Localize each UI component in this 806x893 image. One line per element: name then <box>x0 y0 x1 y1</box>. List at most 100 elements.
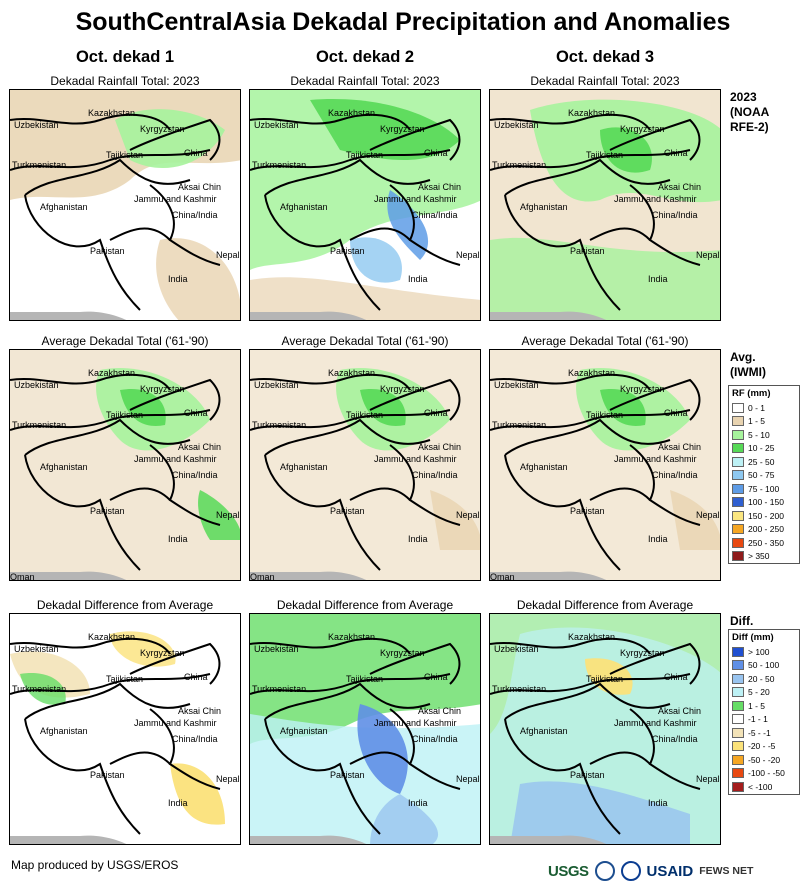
sea-area <box>490 311 607 320</box>
country-border <box>609 118 701 161</box>
sea-area <box>10 311 127 320</box>
country-border <box>250 113 411 131</box>
legend-entry: 1 - 5 <box>729 699 799 713</box>
precip-field <box>310 99 460 160</box>
map-label-china-india: China/India <box>652 470 698 480</box>
map-label-pakistan: Pakistan <box>330 246 365 256</box>
usaid-logo: USAID <box>646 862 694 880</box>
map-credit: Map produced by USGS/EROS <box>11 858 179 872</box>
map-label-nepal: Nepal <box>696 774 720 784</box>
legend-swatch <box>732 402 744 413</box>
map-label-india: India <box>648 274 668 284</box>
country-border <box>24 682 191 720</box>
map-label-china: China <box>664 408 688 418</box>
side-title-difference-line-1: Diff. <box>730 614 754 628</box>
legend-swatch <box>732 443 744 454</box>
precip-field <box>198 490 240 540</box>
legend-entry: -20 - -5 <box>729 740 799 754</box>
legend-entry: 5 - 20 <box>729 686 799 700</box>
legend-label: 5 - 10 <box>748 429 770 440</box>
map-label-uzbekistan: Uzbekistan <box>14 644 59 654</box>
country-border <box>250 149 451 171</box>
country-border <box>24 194 141 311</box>
map-svg <box>250 90 480 320</box>
map-label-pakistan: Pakistan <box>90 770 125 780</box>
country-border <box>490 113 651 131</box>
legend-entry: 250 - 350 <box>729 536 799 550</box>
legend-entry: 150 - 200 <box>729 509 799 523</box>
legend-label: < -100 <box>748 781 773 792</box>
country-border <box>504 158 671 196</box>
legend-entry: -50 - -20 <box>729 753 799 767</box>
precip-field <box>370 794 439 844</box>
country-border <box>10 113 171 131</box>
map-label-india: India <box>408 274 428 284</box>
side-title-average-line-2: (IWMI) <box>730 365 766 379</box>
map-label-china-india: China/India <box>412 734 458 744</box>
map-label-jammu-kashmir: Jammu and Kashmir <box>614 718 697 728</box>
country-border <box>349 751 411 765</box>
legend-label: 25 - 50 <box>748 456 775 467</box>
map-label-tajikistan: Tajikistan <box>586 150 624 160</box>
map-label-uzbekistan: Uzbekistan <box>494 120 539 130</box>
map-label-turkmenistan: Turkmenistan <box>492 684 547 694</box>
legend-entry: 25 - 50 <box>729 455 799 469</box>
country-border <box>264 718 381 835</box>
map-label-uzbekistan: Uzbekistan <box>494 644 539 654</box>
map-svg <box>250 614 480 844</box>
country-border <box>369 642 461 685</box>
legend-label: -50 - -20 <box>748 754 781 765</box>
map-label-kyrgyzstan: Kyrgyzstan <box>380 384 425 394</box>
legend-entry: 75 - 100 <box>729 482 799 496</box>
legend-swatch <box>732 741 744 752</box>
country-border <box>264 418 431 456</box>
precip-field <box>170 763 225 825</box>
precip-field <box>600 389 646 426</box>
map-label-aksai-chin: Aksai Chin <box>658 182 702 192</box>
map-label-jammu-kashmir: Jammu and Kashmir <box>374 194 457 204</box>
country-border <box>349 227 411 241</box>
legend-label: -20 - -5 <box>748 741 776 752</box>
nasa-logo-icon <box>620 861 641 881</box>
legend-entry: > 350 <box>729 550 799 564</box>
country-border <box>490 149 691 171</box>
country-border <box>250 373 411 391</box>
map-label-china-india: China/India <box>652 210 698 220</box>
side-title-average-line-1: Avg. <box>730 350 756 364</box>
map-label-tajikistan: Tajikistan <box>106 674 144 684</box>
country-border <box>369 118 461 161</box>
map-label-kyrgyzstan: Kyrgyzstan <box>380 124 425 134</box>
sea-area <box>250 311 367 320</box>
legend-swatch <box>732 551 744 562</box>
map-panel-average-dekad-1: Kazakhstan Uzbekistan Kyrgyzstan Turkmenist… <box>9 349 241 581</box>
map-label-tajikistan: Tajikistan <box>346 410 384 420</box>
country-border <box>504 718 621 835</box>
diff-legend-title: Diff (mm) <box>732 632 774 643</box>
legend-label: 1 - 5 <box>748 700 766 711</box>
map-label-pakistan: Pakistan <box>570 246 605 256</box>
map-label-india: India <box>168 798 188 808</box>
legend-entry: -100 - -50 <box>729 767 799 781</box>
map-label-aksai-chin: Aksai Chin <box>418 182 462 192</box>
legend-swatch <box>732 714 744 725</box>
country-border <box>609 642 701 685</box>
map-label-kazakhstan: Kazakhstan <box>568 108 616 118</box>
map-label-pakistan: Pakistan <box>570 506 605 516</box>
column-header-dekad-2: Oct. dekad 2 <box>315 48 415 66</box>
page-title: SouthCentralAsia Dekadal Precipitation a… <box>75 8 731 36</box>
noaa-logo-icon <box>594 861 615 881</box>
map-label-jammu-kashmir: Jammu and Kashmir <box>614 454 697 464</box>
map-svg <box>10 631 225 844</box>
map-label-pakistan: Pakistan <box>90 506 125 516</box>
map-label-kazakhstan: Kazakhstan <box>568 368 616 378</box>
country-border <box>10 409 211 431</box>
map-label-aksai-chin: Aksai Chin <box>178 706 222 716</box>
side-title-total-line-3: RFE-2) <box>730 120 769 134</box>
legend-swatch <box>732 483 744 494</box>
country-border <box>609 378 701 421</box>
map-label-tajikistan: Tajikistan <box>346 150 384 160</box>
map-label-kazakhstan: Kazakhstan <box>568 632 616 642</box>
legend-entry: < -100 <box>729 780 799 794</box>
map-label-turkmenistan: Turkmenistan <box>252 160 307 170</box>
map-label-kazakhstan: Kazakhstan <box>328 632 376 642</box>
